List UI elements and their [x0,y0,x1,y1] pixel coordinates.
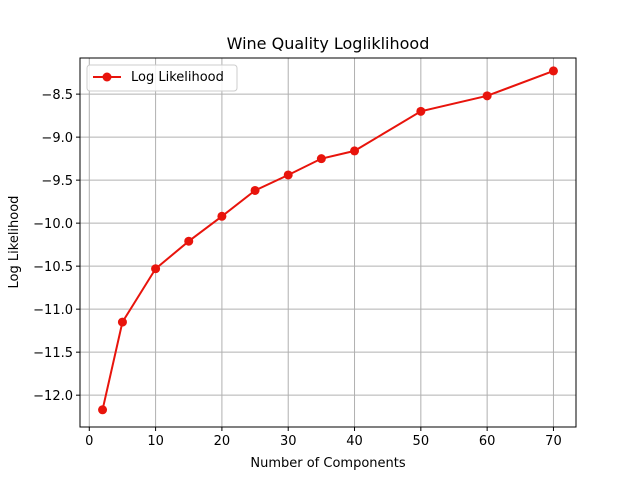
x-tick-label: 10 [147,434,164,449]
y-axis-label: Log Likelihood [7,196,22,289]
legend-marker-swatch [102,72,112,82]
x-tick-label: 60 [479,434,496,449]
x-tick-label: 30 [280,434,297,449]
x-axis-label: Number of Components [250,456,405,471]
x-tick-label: 20 [214,434,231,449]
legend-box [86,64,238,92]
data-point [217,211,227,221]
data-point [548,66,558,76]
data-point [151,264,161,274]
series-line-log-likelihood [101,69,554,411]
ticks: 0 10 20 30 40 50 60 70 −12.0 −11.5 −11.0 −10.5 −10.0… [33,88,562,449]
data-point [482,91,492,101]
y-tick-label: −10.5 [33,260,73,275]
x-tick-label: 70 [545,434,562,449]
series-layer [98,66,558,415]
data-point [283,170,293,180]
x-tick-label: 50 [413,434,430,449]
data-point [184,236,194,246]
data-point [350,146,360,156]
y-tick-label: −8.5 [41,88,73,103]
data-point [416,106,426,116]
chart-title: Wine Quality Logliklihood [227,34,430,53]
x-tick-label: 0 [85,434,93,449]
data-point [117,317,127,327]
y-tick-label: −11.5 [33,346,73,361]
legend: Log Likelihood [86,64,238,92]
data-point [98,405,108,415]
y-tick-label: −9.0 [41,131,73,146]
y-tick-label: −11.0 [33,303,73,318]
grid [80,58,576,427]
y-tick-label: −10.0 [33,217,73,232]
y-tick-label: −9.5 [41,174,73,189]
data-point [316,154,326,164]
y-tick-label: −12.0 [33,389,73,404]
legend-entry-log-likelihood: Log Likelihood [131,70,224,85]
plot-frame [79,57,577,428]
x-tick-label: 40 [346,434,363,449]
data-point [250,185,260,195]
